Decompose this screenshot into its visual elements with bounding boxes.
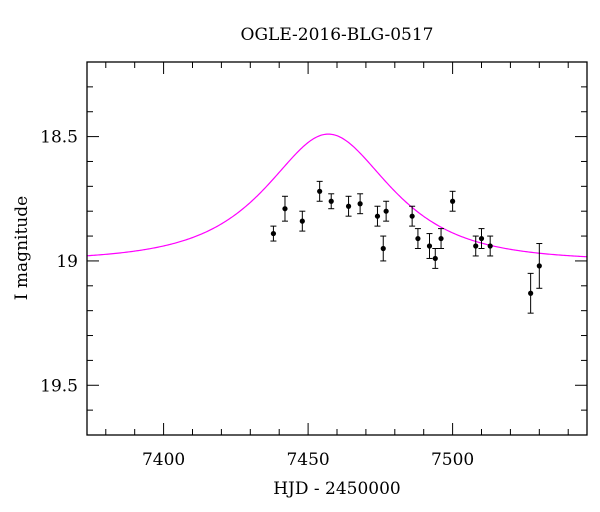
- point-marker: [487, 243, 493, 249]
- data-point: [270, 225, 277, 242]
- point-marker: [374, 213, 381, 219]
- point-marker: [450, 198, 456, 204]
- axis-ticks: [87, 61, 587, 436]
- data-point: [316, 180, 323, 202]
- x-tick-label: 7400: [142, 450, 185, 470]
- point-marker: [426, 243, 433, 249]
- y-axis-label: I magnitude: [12, 196, 32, 300]
- data-point: [409, 205, 416, 227]
- model-curve: [86, 133, 588, 258]
- y-tick-label: 19: [56, 252, 78, 272]
- data-point: [536, 243, 543, 289]
- data-point: [374, 205, 381, 227]
- point-marker: [432, 255, 438, 262]
- x-axis-label: HJD - 2450000: [273, 479, 401, 499]
- point-marker: [438, 235, 444, 242]
- data-point: [281, 195, 288, 222]
- point-marker: [270, 230, 277, 237]
- y-tick-label: 18.5: [40, 128, 78, 148]
- point-marker: [478, 235, 485, 242]
- point-marker: [345, 203, 352, 209]
- data-point: [432, 248, 439, 269]
- data-point: [414, 228, 421, 249]
- point-marker: [383, 208, 389, 214]
- data-point: [438, 228, 445, 249]
- data-point: [487, 235, 494, 257]
- data-points: [270, 180, 543, 314]
- data-point: [449, 190, 456, 212]
- point-marker: [317, 188, 323, 194]
- data-point: [299, 210, 306, 232]
- point-marker: [282, 206, 288, 212]
- point-marker: [328, 198, 334, 204]
- data-point: [383, 200, 390, 222]
- x-tick-label: 7500: [431, 450, 474, 470]
- axis-tick-labels: 7400 7450 7500 18.5 19 19.5: [40, 128, 474, 470]
- point-marker: [299, 218, 305, 224]
- y-tick-label: 19.5: [40, 376, 78, 396]
- point-marker: [415, 235, 421, 242]
- chart-title: OGLE-2016-BLG-0517: [241, 25, 434, 45]
- point-marker: [357, 201, 363, 207]
- x-tick-label: 7450: [286, 450, 329, 470]
- data-point: [472, 235, 479, 257]
- data-point: [345, 195, 352, 217]
- point-marker: [409, 213, 415, 219]
- point-marker: [380, 245, 386, 252]
- data-point: [527, 272, 534, 314]
- plot-frame: [86, 61, 588, 436]
- point-marker: [536, 263, 542, 269]
- data-point: [380, 235, 387, 262]
- point-marker: [473, 243, 479, 249]
- data-point: [426, 233, 433, 259]
- data-point: [328, 193, 335, 210]
- point-marker: [528, 290, 534, 296]
- data-point: [478, 228, 485, 249]
- data-point: [357, 193, 364, 215]
